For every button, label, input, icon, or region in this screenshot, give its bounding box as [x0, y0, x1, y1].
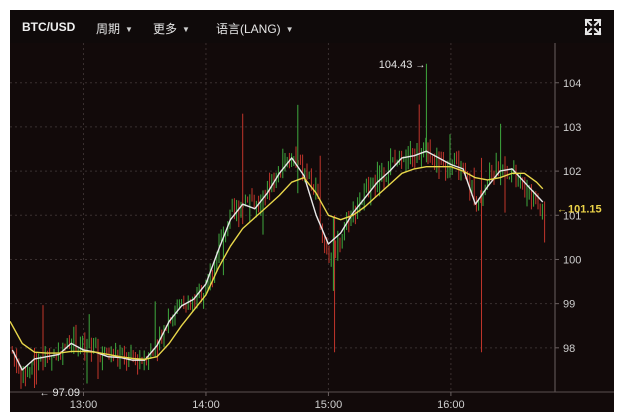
arrow-right-icon: → — [415, 60, 425, 71]
candles — [11, 63, 546, 389]
y-tick-label: 104 — [563, 78, 581, 90]
indicator-lines — [10, 150, 544, 371]
slow-average-line — [10, 165, 544, 360]
y-tick-label: 100 — [563, 254, 581, 266]
caret-down-icon: ▼ — [285, 25, 294, 34]
x-tick-label: 15:00 — [315, 399, 343, 411]
time-axis: 13:00 14:00 15:00 16:00 — [70, 392, 465, 411]
max-price-label: 104.43 — [379, 59, 413, 71]
y-tick-label: 102 — [563, 166, 581, 178]
symbol-label: BTC/USD — [22, 20, 76, 34]
caret-down-icon: ▼ — [125, 25, 133, 34]
x-tick-label: 16:00 — [437, 399, 465, 411]
grid — [10, 43, 555, 392]
expand-arrows-icon[interactable] — [584, 18, 602, 36]
min-price-label: 97.09 — [52, 387, 80, 399]
arrow-left-icon: ← — [557, 205, 567, 216]
language-label: 语言(LANG) — [216, 22, 281, 36]
more-menu[interactable]: 更多 ▼ — [153, 20, 190, 37]
x-tick-label: 14:00 — [192, 399, 220, 411]
y-tick-label: 98 — [563, 343, 575, 355]
caret-down-icon: ▼ — [182, 25, 190, 34]
y-tick-label: 101 — [563, 210, 581, 222]
x-tick-label: 13:00 — [70, 399, 98, 411]
arrow-left-icon: ← — [39, 388, 49, 399]
price-axis: 98 99 100 101 102 103 104 — [555, 78, 581, 355]
chart-frame: BTC/USD 周期 ▼ 更多 ▼ 语言(LANG) ▼ 98 99 100 101 102 1… — [10, 10, 614, 412]
annotations: 104.43 → ← 97.09 ← 101.15 — [39, 59, 601, 399]
y-tick-label: 103 — [563, 122, 581, 134]
last-price-label: 101.15 — [568, 204, 602, 216]
y-tick-label: 99 — [563, 299, 575, 311]
language-menu[interactable]: 语言(LANG) ▼ — [216, 20, 294, 37]
toolbar: BTC/USD 周期 ▼ 更多 ▼ 语言(LANG) ▼ — [10, 10, 614, 43]
fast-average-line — [11, 150, 544, 371]
period-menu[interactable]: 周期 ▼ — [96, 20, 133, 37]
period-label: 周期 — [96, 22, 121, 36]
price-chart[interactable]: 98 99 100 101 102 103 104 13:00 14:00 15:00 16:00… — [10, 10, 614, 412]
more-label: 更多 — [153, 22, 178, 36]
